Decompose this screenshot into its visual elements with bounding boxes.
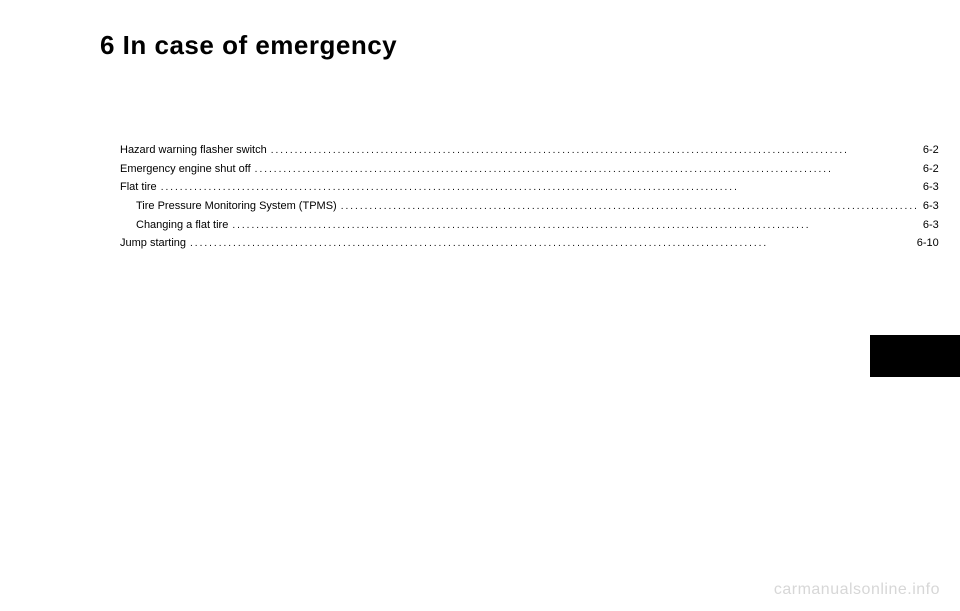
toc-label: Jump starting bbox=[120, 234, 186, 253]
toc-label: Changing a flat tire bbox=[136, 216, 228, 235]
toc-dots bbox=[186, 235, 917, 252]
toc-page: 6-3 bbox=[923, 197, 939, 216]
toc-column-left: Hazard warning flasher switch 6-2 Emerge… bbox=[120, 141, 939, 253]
toc-page: 6-3 bbox=[923, 216, 939, 235]
section-tab bbox=[870, 335, 960, 377]
toc-dots bbox=[267, 142, 923, 159]
toc-dots bbox=[251, 161, 923, 178]
toc-row: Changing a flat tire 6-3 bbox=[120, 216, 939, 235]
toc-row: Emergency engine shut off 6-2 bbox=[120, 160, 939, 179]
toc-label: Tire Pressure Monitoring System (TPMS) bbox=[136, 197, 337, 216]
toc-dots bbox=[157, 179, 923, 196]
toc-label: Flat tire bbox=[120, 178, 157, 197]
watermark-text: carmanualsonline.info bbox=[774, 581, 940, 599]
toc-label: Hazard warning flasher switch bbox=[120, 141, 267, 160]
toc-dots bbox=[228, 217, 923, 234]
chapter-title: 6 In case of emergency bbox=[100, 30, 910, 61]
document-page: 6 In case of emergency Hazard warning fl… bbox=[0, 0, 960, 611]
toc-row: Hazard warning flasher switch 6-2 bbox=[120, 141, 939, 160]
toc-page: 6-3 bbox=[923, 178, 939, 197]
toc-page: 6-10 bbox=[917, 234, 939, 253]
toc-columns: Hazard warning flasher switch 6-2 Emerge… bbox=[50, 141, 910, 253]
toc-page: 6-2 bbox=[923, 160, 939, 179]
toc-row: Jump starting 6-10 bbox=[120, 234, 939, 253]
toc-row: Flat tire 6-3 bbox=[120, 178, 939, 197]
toc-label: Emergency engine shut off bbox=[120, 160, 251, 179]
toc-dots bbox=[337, 198, 923, 215]
toc-page: 6-2 bbox=[923, 141, 939, 160]
toc-row: Tire Pressure Monitoring System (TPMS) 6… bbox=[120, 197, 939, 216]
